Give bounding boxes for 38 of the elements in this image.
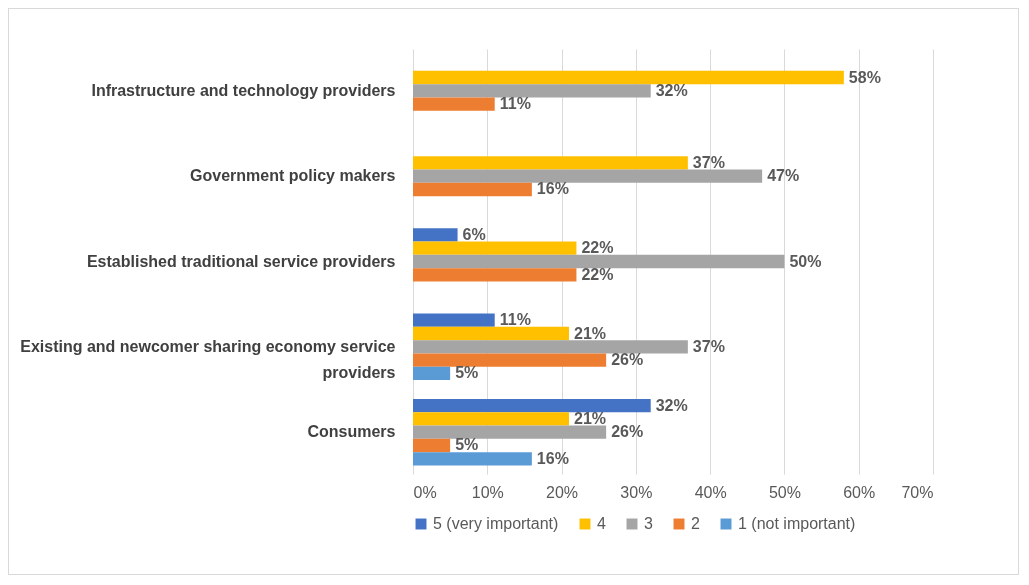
- x-tick-label: 30%: [620, 483, 653, 501]
- x-tick-label: 70%: [901, 483, 934, 501]
- data-label: 16%: [536, 180, 569, 198]
- y-tick-label: Infrastructure and technology providers: [91, 81, 396, 99]
- data-label: 21%: [574, 324, 607, 342]
- data-label: 32%: [655, 396, 688, 414]
- data-label: 22%: [581, 265, 614, 283]
- data-label: 58%: [848, 68, 881, 86]
- legend-label: 4: [597, 515, 606, 532]
- x-tick-label: 60%: [843, 483, 876, 501]
- data-label: 16%: [536, 449, 569, 467]
- data-label: 50%: [789, 252, 822, 270]
- data-label: 37%: [692, 153, 725, 171]
- data-label: 6%: [462, 225, 486, 243]
- legend-label: 1 (not important): [738, 515, 856, 532]
- data-label: 5%: [455, 364, 479, 382]
- data-label: 32%: [655, 81, 688, 99]
- x-tick-label: 50%: [768, 483, 801, 501]
- y-tick-label: Consumers: [307, 423, 396, 441]
- x-tick-label: 40%: [694, 483, 727, 501]
- x-tick-label: 20%: [546, 483, 579, 501]
- y-tick-label: Existing and newcomer sharing economy service providers: [20, 337, 396, 381]
- data-label: 11%: [499, 95, 531, 113]
- data-label: 47%: [767, 167, 800, 185]
- data-label: 22%: [581, 239, 614, 257]
- legend-label: 5 (very important): [433, 515, 559, 532]
- x-tick-label: 10%: [471, 483, 504, 501]
- data-label: 26%: [611, 423, 644, 441]
- y-tick-label: Government policy makers: [190, 167, 396, 185]
- y-tick-label: Established traditional service providers: [86, 252, 396, 270]
- data-label: 26%: [611, 351, 644, 369]
- x-tick-label: 0%: [413, 483, 437, 501]
- data-label: 11%: [499, 311, 531, 329]
- data-label: 21%: [574, 409, 607, 427]
- data-label: 5%: [455, 436, 479, 454]
- data-label: 37%: [692, 337, 725, 355]
- legend-label: 3: [644, 515, 653, 532]
- legend-label: 2: [691, 515, 700, 532]
